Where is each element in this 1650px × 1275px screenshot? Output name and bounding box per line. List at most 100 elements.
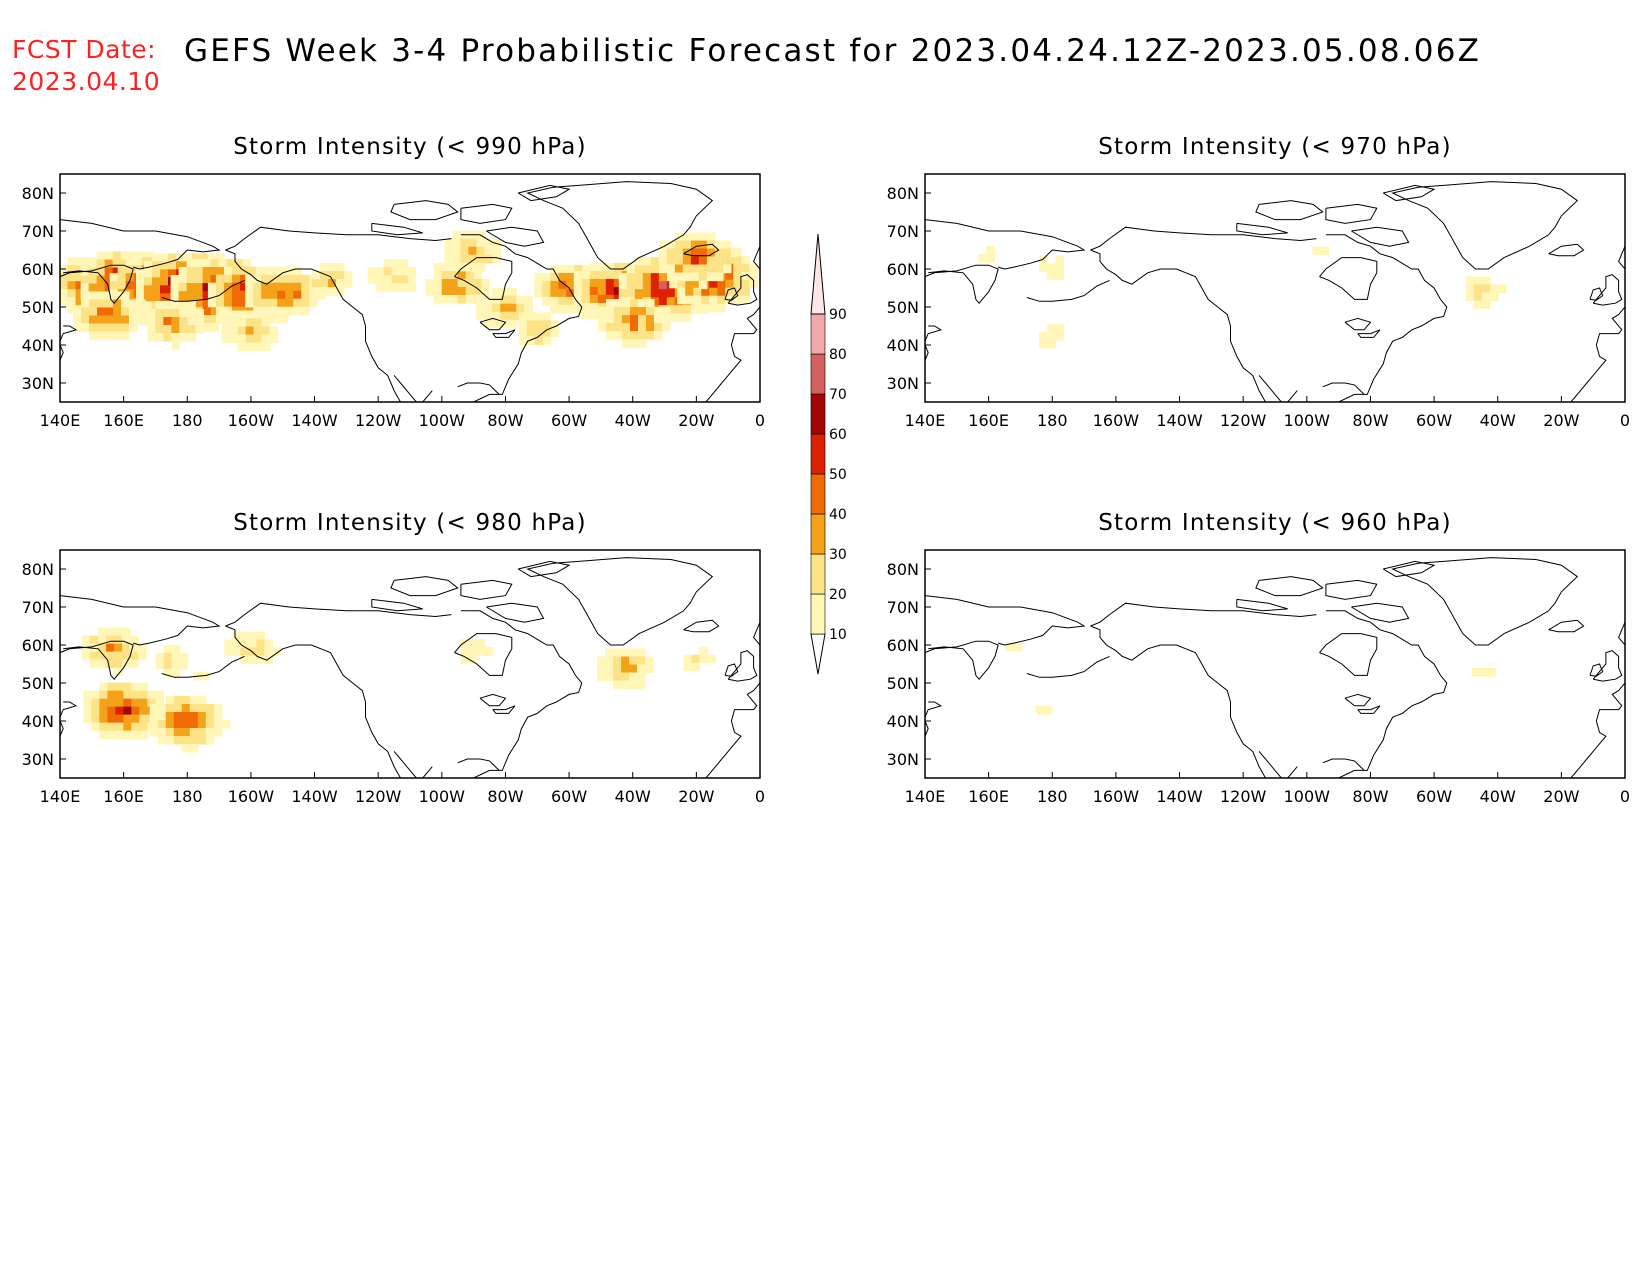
probability-cell: [163, 644, 173, 654]
probability-cell: [170, 275, 180, 284]
probability-cell: [253, 282, 262, 292]
probability-cell: [573, 302, 583, 312]
probability-cell: [245, 282, 254, 292]
lat-tick-label: 30N: [22, 750, 54, 769]
probability-cell: [194, 299, 204, 308]
probability-cell: [722, 256, 732, 266]
coastline-segment: [479, 693, 507, 707]
probability-cell: [195, 317, 204, 326]
probability-cell: [319, 263, 329, 272]
probability-cell: [114, 635, 123, 645]
probability-cell: [149, 703, 159, 713]
probability-cell: [722, 264, 732, 274]
probability-cell: [170, 283, 180, 292]
probability-cell: [248, 639, 258, 649]
probability-cell: [123, 706, 132, 716]
probability-cell: [205, 703, 215, 713]
probability-cell: [264, 647, 274, 657]
probability-cell: [492, 311, 501, 321]
probability-cell: [1047, 263, 1056, 273]
lon-tick-label: 0: [755, 787, 765, 806]
coastline-segment: [371, 598, 423, 612]
probability-cell: [223, 274, 233, 284]
probability-cell: [75, 297, 85, 306]
probability-cell: [96, 275, 106, 285]
probability-cell: [682, 248, 692, 258]
probability-cell: [261, 282, 270, 292]
probability-cell: [176, 261, 185, 270]
probability-cell: [90, 643, 99, 653]
probability-cell: [701, 303, 710, 313]
probability-cell: [60, 289, 69, 298]
probability-cell: [589, 262, 599, 272]
probability-cell: [120, 259, 130, 269]
probability-cell: [157, 735, 167, 745]
probability-cell: [115, 706, 124, 716]
lat-tick-label: 60N: [22, 636, 54, 655]
probability-cell: [261, 318, 271, 328]
probability-cell: [343, 271, 353, 280]
probability-cell: [460, 254, 469, 264]
probability-cell: [245, 310, 255, 320]
probability-cell: [264, 655, 274, 665]
probability-cell: [245, 334, 255, 344]
probability-cell: [229, 326, 239, 336]
probability-cell: [248, 655, 258, 665]
probability-cell: [139, 730, 148, 740]
probability-cell: [104, 307, 114, 317]
probability-cell: [441, 263, 451, 272]
colorbar-label: 80: [829, 347, 847, 363]
probability-cell: [1482, 292, 1491, 301]
probability-cell: [518, 312, 528, 322]
probability-cell: [476, 303, 485, 313]
probability-cell: [481, 287, 491, 296]
probability-cell: [123, 682, 132, 692]
probability-cell: [60, 265, 69, 274]
probability-blob: [683, 646, 716, 672]
probability-cell: [674, 240, 684, 250]
probability-cell: [152, 285, 161, 294]
probability-cell: [1055, 255, 1064, 265]
probability-cell: [210, 275, 220, 284]
probability-cell: [722, 240, 732, 250]
probability-cell: [492, 246, 501, 256]
fcst-date-label: FCST Date:: [12, 35, 157, 64]
probability-cell: [465, 295, 475, 304]
coastline-segment: [390, 576, 459, 597]
probability-cell: [597, 262, 607, 272]
lon-tick-label: 160W: [228, 411, 275, 430]
probability-cell: [433, 279, 443, 288]
probability-cell: [319, 271, 329, 280]
lon-tick-label: 80W: [1352, 787, 1388, 806]
probability-cell: [725, 271, 734, 281]
probability-cell: [301, 282, 310, 292]
probability-cell: [253, 310, 263, 320]
probability-cell: [256, 631, 266, 641]
probability-cell: [492, 287, 501, 297]
probability-cell: [223, 266, 233, 276]
probability-cell: [441, 279, 451, 288]
probability-cell: [171, 652, 181, 662]
probability-cell: [147, 317, 156, 326]
probability-cell: [666, 272, 676, 282]
probability-cell: [245, 318, 255, 328]
main-title: GEFS Week 3-4 Probabilistic Forecast for…: [184, 33, 1482, 69]
probability-cell: [476, 311, 485, 321]
probability-cell: [269, 290, 278, 300]
probability-cell: [1312, 246, 1322, 256]
probability-cell: [138, 643, 147, 653]
probability-cell: [534, 328, 544, 338]
probability-cell: [231, 266, 241, 276]
coastlines: [925, 181, 1625, 402]
probability-cell: [197, 727, 207, 737]
probability-cell: [104, 275, 114, 285]
probability-blob: [1005, 642, 1023, 652]
probability-cell: [88, 323, 98, 333]
probability-cell: [186, 291, 196, 300]
probability-cell: [682, 272, 692, 282]
probability-cell: [152, 269, 161, 278]
probability-cell: [986, 246, 995, 255]
probability-cell: [245, 274, 254, 284]
probability-cell: [232, 647, 242, 657]
probability-cell: [311, 287, 321, 296]
